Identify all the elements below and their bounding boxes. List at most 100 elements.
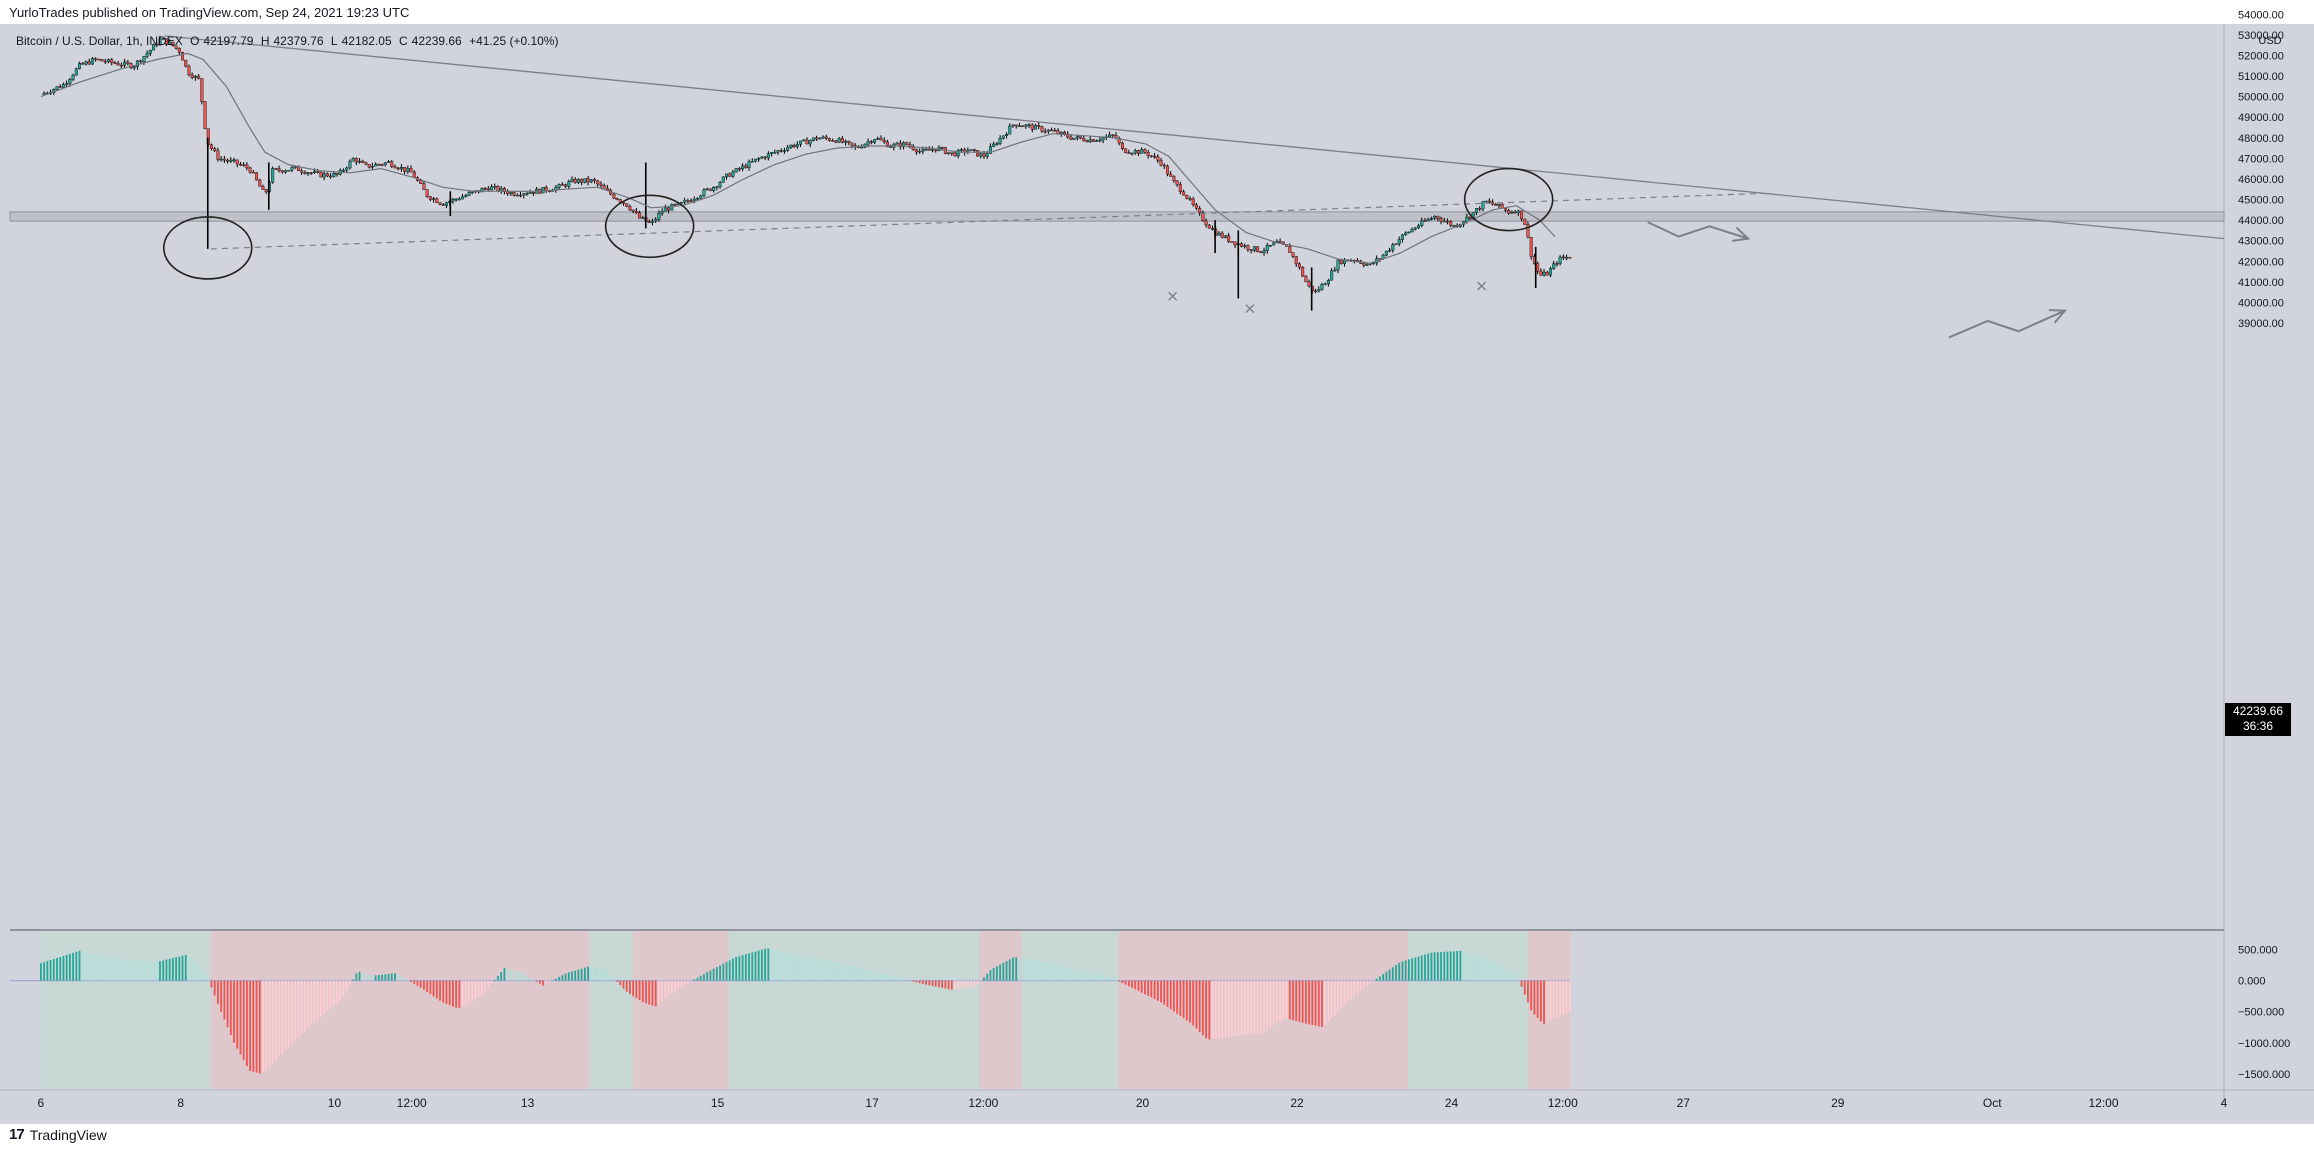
candle-down [164,38,168,45]
candle-up [1005,134,1009,136]
candle-up [454,198,458,201]
candle-down [831,140,835,142]
candle-up [1130,152,1134,155]
price-axis-area[interactable] [2224,24,2314,1124]
candle-up [1133,150,1137,154]
candle-down [280,170,284,173]
candle-up [1326,280,1330,285]
candle-up [657,213,661,220]
candle-down [1014,124,1018,127]
candle-up [773,151,777,154]
price-tick-label: 46000.00 [2238,174,2284,186]
candle-down [110,59,114,63]
bearish-arrow[interactable] [1647,221,1749,240]
candle-down [155,44,159,46]
tradingview-brand[interactable]: 17 TradingView [9,1126,107,1143]
candle-down [1468,216,1472,219]
candle-up [1272,242,1276,246]
candle-up [135,60,139,67]
candle-up [998,137,1002,144]
candle-down [203,101,207,129]
candle-down [364,162,368,165]
candle-down [367,164,371,168]
candle-up [290,167,294,171]
bullish-arrow-head [2048,309,2067,324]
bullish-arrow[interactable] [1948,309,2066,339]
bull-zone [1408,931,1528,1089]
candle-up [451,198,455,202]
candle-up [799,140,803,145]
candle-down [187,65,191,76]
candle-down [1137,150,1141,154]
dashed-trendline[interactable] [210,192,1764,250]
oscillator-tick-label: −500.000 [2238,1007,2284,1019]
candle-down [1149,155,1153,157]
candle-up [1330,270,1334,281]
candle-down [1050,129,1054,132]
candle-down [1043,130,1047,133]
candle-down [216,150,220,160]
candle-up [1394,243,1398,246]
candle-down [97,58,101,61]
candle-up [947,152,951,154]
candle-up [71,74,75,80]
candle-down [840,138,844,143]
candle-down [226,159,230,162]
candle-up [753,158,757,162]
candle-down [869,141,873,143]
candle-up [1565,256,1569,259]
candle-up [78,62,82,69]
candle-up [123,61,127,66]
candle-down [1301,267,1305,277]
candle-up [168,41,172,45]
candle-down [1120,142,1124,149]
candle-down [1172,176,1176,181]
candle-down [531,192,535,194]
candle-down [628,206,632,211]
highlight-ellipse[interactable] [162,216,253,280]
open-value: 42197.79 [203,34,254,48]
candle-down [438,202,442,205]
oscillator-tick-label: 500.000 [2238,945,2278,957]
candle-down [1127,152,1131,154]
candle-up [65,83,69,85]
moving-average-line [40,52,1556,264]
candle-up [1558,256,1562,264]
bearish-arrow-head [1732,226,1751,242]
candle-up [1243,245,1247,247]
candle-down [1278,241,1282,243]
candle-down [435,198,439,203]
candle-down [908,144,912,147]
candle-down [235,159,239,165]
candle-down [1085,140,1089,143]
candle-up [1384,250,1388,256]
candle-up [876,138,880,140]
price-tick-label: 48000.00 [2238,133,2284,145]
downtrend-line[interactable] [164,35,2225,240]
candle-up [931,149,935,151]
highlight-ellipse[interactable] [604,194,695,259]
candle-up [1433,215,1437,219]
candle-down [763,156,767,159]
candle-down [879,138,883,141]
candle-up [1265,245,1269,251]
time-tick-label: 12:00 [1548,1096,1578,1110]
candle-down [1288,246,1292,253]
candle-up [757,158,761,160]
cross-marker [1477,281,1487,291]
candle-up [142,56,146,62]
candle-up [1046,129,1050,132]
candle-down [599,183,603,186]
low-value: 42182.05 [341,34,392,48]
oscillator-tick-label: −1000.000 [2238,1038,2290,1050]
candle-up [789,144,793,148]
candle-down [1021,125,1025,128]
highlight-ellipse[interactable] [1463,167,1554,232]
candle-up [1452,225,1456,227]
candle-up [795,144,799,147]
candle-down [1169,173,1173,177]
candle-down [634,210,638,213]
candle-down [1555,263,1559,265]
candle-up [921,149,925,152]
